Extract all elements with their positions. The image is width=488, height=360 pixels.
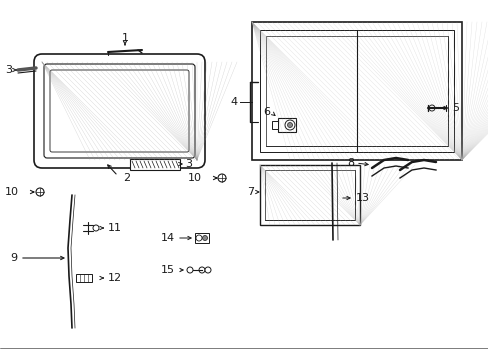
Bar bbox=[265, 36, 447, 146]
Circle shape bbox=[199, 267, 204, 273]
Circle shape bbox=[204, 267, 210, 273]
Bar bbox=[264, 170, 354, 220]
Bar bbox=[251, 22, 461, 160]
Text: 8: 8 bbox=[346, 158, 353, 168]
Circle shape bbox=[196, 235, 202, 241]
Text: 5: 5 bbox=[451, 103, 458, 113]
Circle shape bbox=[287, 122, 292, 127]
Circle shape bbox=[93, 225, 99, 231]
Bar bbox=[260, 30, 453, 152]
Circle shape bbox=[218, 174, 225, 182]
Bar bbox=[76, 274, 92, 282]
Text: 9: 9 bbox=[10, 253, 17, 263]
Bar bbox=[195, 233, 208, 243]
Circle shape bbox=[285, 120, 294, 130]
Bar bbox=[265, 36, 447, 146]
Bar bbox=[260, 165, 359, 225]
Bar bbox=[264, 170, 354, 220]
Text: 7: 7 bbox=[246, 187, 253, 197]
Circle shape bbox=[186, 267, 193, 273]
Text: 1: 1 bbox=[121, 33, 128, 43]
Text: 3: 3 bbox=[5, 65, 12, 75]
Text: 6: 6 bbox=[263, 107, 269, 117]
Bar bbox=[265, 36, 447, 146]
Bar bbox=[264, 170, 354, 220]
Circle shape bbox=[36, 188, 44, 196]
Text: 10: 10 bbox=[5, 187, 19, 197]
Text: 11: 11 bbox=[108, 223, 122, 233]
Circle shape bbox=[428, 105, 434, 111]
Text: 13: 13 bbox=[355, 193, 369, 203]
Text: 15: 15 bbox=[161, 265, 175, 275]
Text: 3: 3 bbox=[184, 159, 192, 169]
Text: 4: 4 bbox=[230, 97, 238, 107]
Bar bbox=[271, 121, 278, 129]
Text: 10: 10 bbox=[187, 173, 202, 183]
Circle shape bbox=[202, 235, 207, 240]
Text: 2: 2 bbox=[123, 173, 130, 183]
FancyBboxPatch shape bbox=[34, 54, 204, 168]
Text: 12: 12 bbox=[108, 273, 122, 283]
Bar bbox=[130, 159, 180, 170]
Text: 14: 14 bbox=[161, 233, 175, 243]
Bar bbox=[278, 118, 295, 132]
